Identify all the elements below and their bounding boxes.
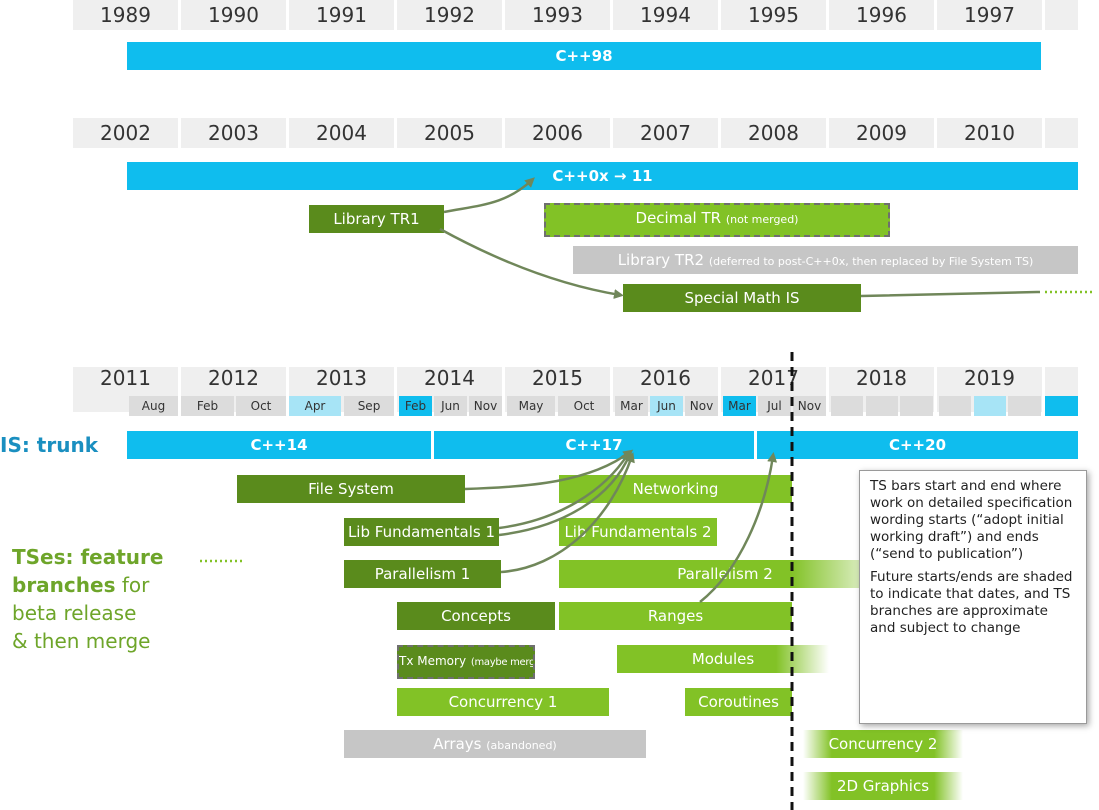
month-cell-2020 bbox=[1045, 396, 1078, 416]
tses-label-bold: TSes: feature branches bbox=[12, 545, 164, 597]
tses-label-line4: & then merge bbox=[12, 629, 151, 653]
year-header-1996: 1996 bbox=[829, 0, 934, 30]
year-header-1990: 1990 bbox=[181, 0, 286, 30]
decimal-tr-note: (not merged) bbox=[725, 213, 799, 226]
tses-label-line3: beta release bbox=[12, 601, 137, 625]
tx-memory-label: Tx Memory bbox=[399, 654, 467, 668]
bar-tx-memory: Tx Memory (maybe merge) bbox=[397, 645, 535, 679]
month-cell-2018b bbox=[866, 396, 898, 416]
month-apr-2013: Apr bbox=[289, 396, 341, 416]
explanatory-note: TS bars start and end where work on deta… bbox=[859, 470, 1087, 724]
year-header-2009: 2009 bbox=[829, 118, 934, 148]
arrow-special-math-continuation bbox=[860, 290, 1041, 298]
trunk-cpp17: C++17 bbox=[434, 431, 754, 459]
bar-coroutines: Coroutines bbox=[685, 688, 792, 716]
bar-file-system: File System bbox=[237, 475, 465, 503]
month-jun-2014: Jun bbox=[434, 396, 467, 416]
month-mar-2017: Mar bbox=[723, 396, 756, 416]
month-oct-2015: Oct bbox=[558, 396, 610, 416]
year-header-2004: 2004 bbox=[289, 118, 394, 148]
trunk-cpp98: C++98 bbox=[127, 42, 1041, 70]
bar-concurrency-1: Concurrency 1 bbox=[397, 688, 609, 716]
bar-special-math: Special Math IS bbox=[623, 284, 861, 312]
month-mar-2016: Mar bbox=[615, 396, 648, 416]
bar-networking: Networking bbox=[559, 475, 792, 503]
trunk-cpp0x: C++0x → 11 bbox=[127, 162, 1078, 190]
month-feb-2014: Feb bbox=[399, 396, 432, 416]
year-header-2003: 2003 bbox=[181, 118, 286, 148]
year-header-2007: 2007 bbox=[613, 118, 718, 148]
month-cell-2018a bbox=[831, 396, 863, 416]
arrays-note: (abandoned) bbox=[486, 739, 557, 752]
year-header-2006: 2006 bbox=[505, 118, 610, 148]
note-paragraph-2: Future starts/ends are shaded to indicat… bbox=[870, 569, 1073, 636]
arrow-parallelism1-to-cpp17 bbox=[500, 452, 635, 574]
bar-modules: Modules bbox=[617, 645, 829, 673]
arrow-libfund1-to-cpp17 bbox=[498, 450, 631, 530]
year-header-blank bbox=[1045, 0, 1078, 30]
bar-ranges: Ranges bbox=[559, 602, 792, 630]
year-header-blank-2 bbox=[1045, 118, 1078, 148]
is-trunk-label: IS: trunk bbox=[0, 433, 99, 457]
month-cell-2019b bbox=[974, 396, 1006, 416]
decimal-tr-label: Decimal TR bbox=[635, 209, 722, 227]
year-header-1994: 1994 bbox=[613, 0, 718, 30]
arrow-filesystem-to-cpp17 bbox=[464, 449, 634, 491]
tses-label: TSes: feature branches for beta release … bbox=[12, 543, 202, 655]
bar-parallelism-1: Parallelism 1 bbox=[344, 560, 501, 588]
bar-lib-fundamentals-1: Lib Fundamentals 1 bbox=[344, 518, 499, 546]
library-tr2-label: Library TR2 bbox=[617, 251, 705, 269]
year-header-1993: 1993 bbox=[505, 0, 610, 30]
month-aug-2011: Aug bbox=[129, 396, 178, 416]
library-tr2-note: (deferred to post-C++0x, then replaced b… bbox=[708, 255, 1034, 268]
month-jul-2017: Jul bbox=[758, 396, 791, 416]
bar-parallelism-2: Parallelism 2 bbox=[559, 560, 891, 588]
year-header-2010: 2010 bbox=[937, 118, 1042, 148]
year-header-1991: 1991 bbox=[289, 0, 394, 30]
bar-concurrency-2: Concurrency 2 bbox=[803, 730, 963, 758]
arrow-tr1-to-special-math bbox=[439, 227, 624, 299]
bar-library-tr2: Library TR2 (deferred to post-C++0x, the… bbox=[573, 246, 1078, 274]
month-may-2015: May bbox=[507, 396, 555, 416]
year-header-1997: 1997 bbox=[937, 0, 1042, 30]
trunk-cpp20: C++20 bbox=[757, 431, 1078, 459]
month-cell-2019a bbox=[939, 396, 971, 416]
month-nov-2017: Nov bbox=[793, 396, 826, 416]
month-oct-2012: Oct bbox=[236, 396, 286, 416]
year-header-1995: 1995 bbox=[721, 0, 826, 30]
bar-decimal-tr: Decimal TR (not merged) bbox=[544, 203, 890, 237]
bar-arrays: Arrays (abandoned) bbox=[344, 730, 646, 758]
month-sep-2013: Sep bbox=[344, 396, 394, 416]
month-cell-2019c bbox=[1008, 396, 1041, 416]
tses-label-rest: for bbox=[115, 573, 150, 597]
year-header-1992: 1992 bbox=[397, 0, 502, 30]
tx-memory-note: (maybe merge) bbox=[470, 657, 535, 668]
bar-concepts: Concepts bbox=[397, 602, 555, 630]
year-header-2002: 2002 bbox=[73, 118, 178, 148]
arrow-tr1-to-cpp0x bbox=[443, 177, 535, 214]
year-header-1989: 1989 bbox=[73, 0, 178, 30]
year-header-2008: 2008 bbox=[721, 118, 826, 148]
arrow-ranges-to-cpp20 bbox=[699, 452, 778, 603]
month-jun-2016: Jun bbox=[650, 396, 683, 416]
arrays-label: Arrays bbox=[433, 735, 482, 753]
bar-library-tr1: Library TR1 bbox=[309, 205, 444, 233]
bar-2d-graphics: 2D Graphics bbox=[803, 772, 963, 800]
month-feb-2012: Feb bbox=[181, 396, 234, 416]
year-header-2005: 2005 bbox=[397, 118, 502, 148]
trunk-cpp14: C++14 bbox=[127, 431, 431, 459]
month-nov-2016: Nov bbox=[685, 396, 718, 416]
month-nov-2014: Nov bbox=[469, 396, 502, 416]
note-paragraph-1: TS bars start and end where work on deta… bbox=[870, 478, 1073, 562]
month-cell-2018c bbox=[900, 396, 933, 416]
arrow-libfund1b-to-cpp17 bbox=[498, 450, 633, 537]
